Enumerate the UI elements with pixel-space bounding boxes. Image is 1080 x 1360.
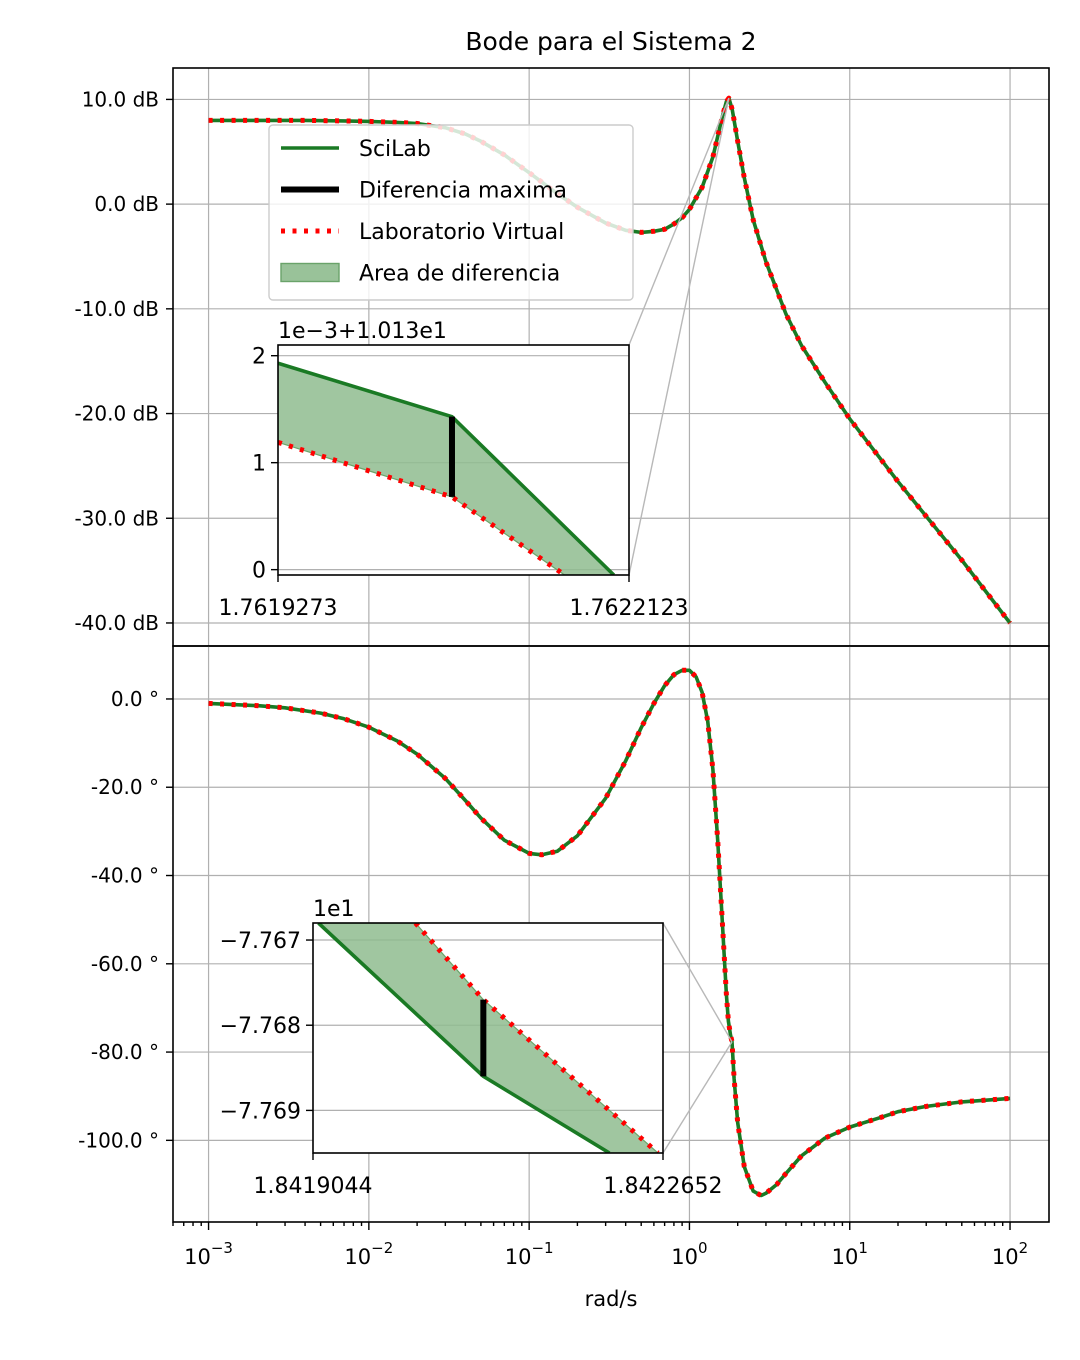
mag-inset-ytick-label-2: 2 [252, 345, 266, 370]
mag-ytick-label-3: -20.0 dB [74, 402, 159, 426]
x-tick-label-2: 10−1 [505, 1239, 554, 1269]
x-tick-label-5: 102 [992, 1239, 1028, 1269]
phase-ytick-label-5: -100.0 ° [78, 1128, 159, 1152]
mag-inset-frame [277, 344, 630, 576]
mag-inset-xtick-label-0: 1.7619273 [219, 596, 338, 621]
phase-ytick-label-0: 0.0 ° [111, 687, 159, 711]
legend-label-1: Diferencia maxima [359, 179, 567, 204]
phase-inset-frame [312, 922, 664, 1154]
phase-inset-ytick-label-2: −7.769 [220, 1099, 301, 1124]
mag-inset-connector-bottom [628, 97, 730, 576]
phase-inset-connector-bottom [662, 1041, 733, 1154]
mag-ytick-label-2: -10.0 dB [74, 297, 159, 321]
phase-inset-ytick-label-1: −7.768 [220, 1014, 301, 1039]
legend-label-2: Laboratorio Virtual [359, 220, 564, 245]
phase-inset-connector-top [662, 922, 733, 1043]
mag-ytick-label-5: -40.0 dB [74, 611, 159, 635]
phase-inset-offset-label: 1e1 [313, 897, 355, 922]
phase-inset-ytick-label-0: −7.767 [220, 929, 301, 954]
mag-ytick-label-0: 10.0 dB [82, 87, 159, 111]
mag-inset-series-virtual [278, 439, 567, 575]
magnitude-inset: 0 1 2 1.7619273 1.7622123 1e−3+1.013e1 [219, 97, 730, 621]
mag-ytick-label-1: 0.0 dB [94, 192, 159, 216]
phase-series-virtual [208, 667, 1011, 1198]
phase-inset-xtick-label-0: 1.8419044 [254, 1174, 373, 1199]
x-tick-label-0: 10−3 [184, 1239, 233, 1269]
phase-inset-plot-area [313, 923, 663, 1153]
x-tick-label-1: 10−2 [344, 1239, 393, 1269]
mag-inset-xtick-label-1: 1.7622123 [570, 596, 689, 621]
mag-inset-offset-label: 1e−3+1.013e1 [278, 319, 447, 344]
legend-label-3: Area de diferencia [359, 262, 560, 287]
mag-inset-plot-area [278, 355, 629, 575]
phase-frame [172, 645, 1050, 1223]
phase-ytick-label-1: -20.0 ° [91, 775, 159, 799]
legend-label-0: SciLab [359, 137, 431, 162]
phase-ytick-label-2: -40.0 ° [91, 864, 159, 888]
mag-series-virtual [208, 95, 1012, 625]
mag-inset-ytick-label-0: 0 [252, 559, 266, 584]
legend-box [268, 124, 634, 301]
legend-swatch-area [280, 262, 340, 283]
phase-inset: −7.767 −7.768 −7.769 1.8419044 1.8422652 1e1 [220, 897, 733, 1199]
x-axis-label: rad/s [585, 1287, 638, 1311]
legend: SciLab Diferencia maxima Laboratorio Virtu… [268, 124, 634, 301]
chart-title: Bode para el Sistema 2 [465, 27, 756, 56]
x-tick-label-3: 100 [671, 1239, 707, 1269]
mag-inset-connector-top [628, 97, 730, 346]
x-tick-label-4: 101 [832, 1239, 868, 1269]
mag-inset-ytick-label-1: 1 [252, 452, 266, 477]
mag-ytick-label-4: -30.0 dB [74, 506, 159, 530]
phase-ytick-label-4: -80.0 ° [91, 1040, 159, 1064]
phase-inset-xtick-label-1: 1.8422652 [604, 1174, 723, 1199]
phase-ytick-label-3: -60.0 ° [91, 952, 159, 976]
x-axis: 10−3 10−2 10−1 100 101 102 [172, 1222, 1028, 1269]
